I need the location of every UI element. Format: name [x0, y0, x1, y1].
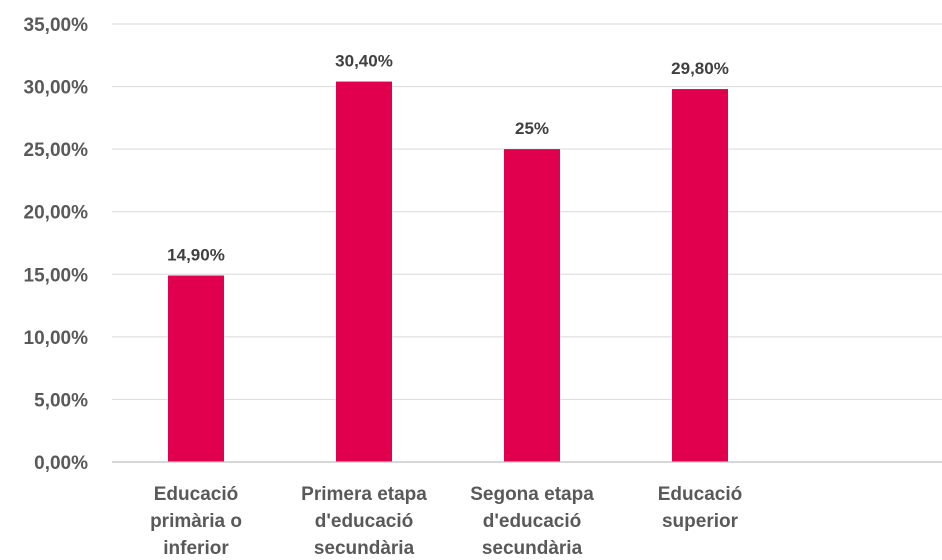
category-label: d'educació — [483, 511, 582, 532]
y-tick-label: 10,00% — [24, 328, 89, 349]
data-labels: 14,90% 30,40% 25% 29,80% — [167, 52, 729, 265]
category-label: Segona etapa — [470, 484, 594, 505]
bar — [504, 149, 560, 462]
bars — [168, 81, 728, 463]
y-tick-label: 25,00% — [24, 140, 89, 161]
bar — [672, 89, 728, 463]
category-label: d'educació — [315, 511, 414, 532]
category-label: inferior — [163, 538, 229, 559]
y-tick-label: 35,00% — [24, 15, 89, 36]
y-tick-labels: 0,00% 5,00% 10,00% 15,00% 20,00% 25,00% 30,00%… — [24, 15, 89, 474]
category-label: Educació — [154, 484, 238, 505]
bar — [168, 275, 224, 462]
data-label: 14,90% — [167, 246, 225, 265]
data-label: 29,80% — [671, 59, 729, 78]
bar — [336, 81, 392, 463]
data-label: 25% — [515, 119, 549, 138]
category-label: secundària — [482, 538, 583, 559]
category-label: Educació — [658, 484, 742, 505]
data-label: 30,40% — [335, 52, 393, 71]
category-label: primària o — [150, 511, 242, 532]
y-tick-label: 0,00% — [34, 453, 88, 474]
y-tick-label: 30,00% — [24, 78, 89, 99]
category-label: Primera etapa — [301, 484, 427, 505]
category-label: superior — [662, 511, 739, 532]
y-tick-label: 20,00% — [24, 203, 89, 224]
category-label: secundària — [314, 538, 415, 559]
category-labels: Educació primària o inferior Primera etapa d… — [150, 484, 742, 559]
y-tick-label: 5,00% — [34, 390, 88, 411]
y-tick-label: 15,00% — [24, 265, 89, 286]
